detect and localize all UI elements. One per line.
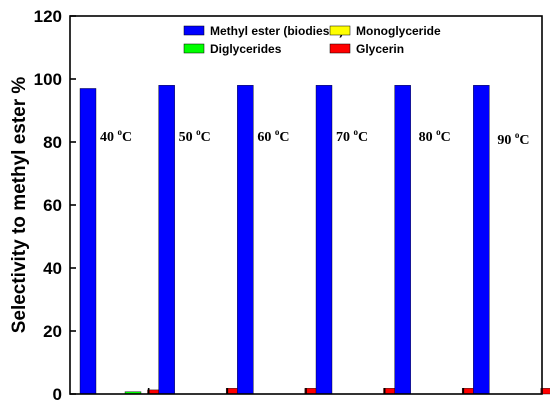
legend-label: Monoglyceride bbox=[356, 24, 441, 38]
bar-methyl-ester-biodiesel bbox=[473, 85, 490, 395]
temperature-label: 80 oC bbox=[419, 127, 451, 145]
temperature-value: 70 bbox=[336, 130, 354, 145]
degree-sign: o bbox=[436, 127, 441, 137]
legend-label: Diglycerides bbox=[210, 42, 282, 56]
temperature-label: 70 oC bbox=[336, 127, 368, 145]
degree-sign: o bbox=[354, 127, 359, 137]
bar-methyl-ester-biodiesel bbox=[158, 85, 175, 395]
bar-methyl-ester-biodiesel bbox=[394, 85, 411, 395]
temperature-label: 90 oC bbox=[497, 130, 529, 148]
legend: Methyl ester (biodiesel) Monoglyceride Dig… bbox=[183, 24, 441, 56]
x-axis-ticks bbox=[147, 388, 465, 394]
legend-label: Methyl ester (biodiesel) bbox=[210, 24, 343, 38]
legend-swatch bbox=[183, 25, 205, 36]
temperature-unit: C bbox=[358, 130, 368, 145]
temperature-value: 50 bbox=[179, 130, 197, 145]
y-tick-label: 40 bbox=[43, 259, 62, 278]
y-tick-label: 80 bbox=[43, 133, 62, 152]
legend-swatch bbox=[329, 25, 351, 36]
y-tick-label: 120 bbox=[34, 7, 62, 26]
temperature-value: 90 bbox=[497, 133, 515, 148]
temperature-labels: 40 oC 50 oC 60 oC 70 oC 80 oC 90 oC bbox=[100, 127, 529, 148]
temperature-unit: C bbox=[201, 130, 211, 145]
legend-swatch bbox=[183, 43, 205, 54]
degree-sign: o bbox=[196, 127, 201, 137]
bar-methyl-ester-biodiesel bbox=[315, 85, 333, 395]
bars-layer bbox=[79, 85, 550, 395]
temperature-value: 80 bbox=[419, 130, 437, 145]
y-axis-ticks: 0 20 40 60 80 100 120 bbox=[34, 7, 76, 404]
bar-methyl-ester-biodiesel bbox=[237, 85, 254, 395]
y-tick-label: 60 bbox=[43, 196, 62, 215]
legend-label: Glycerin bbox=[356, 42, 404, 56]
y-tick-label: 0 bbox=[53, 385, 62, 404]
temperature-label: 60 oC bbox=[257, 127, 289, 145]
temperature-unit: C bbox=[441, 130, 451, 145]
y-axis-label: Selectivity to methyl ester % bbox=[9, 77, 30, 334]
degree-sign: o bbox=[118, 127, 123, 137]
legend-swatch bbox=[329, 43, 351, 54]
temperature-value: 60 bbox=[257, 130, 275, 145]
temperature-unit: C bbox=[279, 130, 289, 145]
bar-methyl-ester-biodiesel bbox=[79, 88, 97, 395]
bar-glycerin bbox=[540, 388, 550, 395]
y-tick-label: 20 bbox=[43, 322, 62, 341]
temperature-label: 40 oC bbox=[100, 127, 132, 145]
degree-sign: o bbox=[275, 127, 280, 137]
temperature-value: 40 bbox=[100, 130, 118, 145]
temperature-unit: C bbox=[519, 133, 529, 148]
degree-sign: o bbox=[515, 130, 520, 140]
plot-frame bbox=[69, 15, 543, 395]
y-tick-label: 100 bbox=[34, 70, 62, 89]
temperature-unit: C bbox=[122, 130, 132, 145]
temperature-label: 50 oC bbox=[179, 127, 211, 145]
